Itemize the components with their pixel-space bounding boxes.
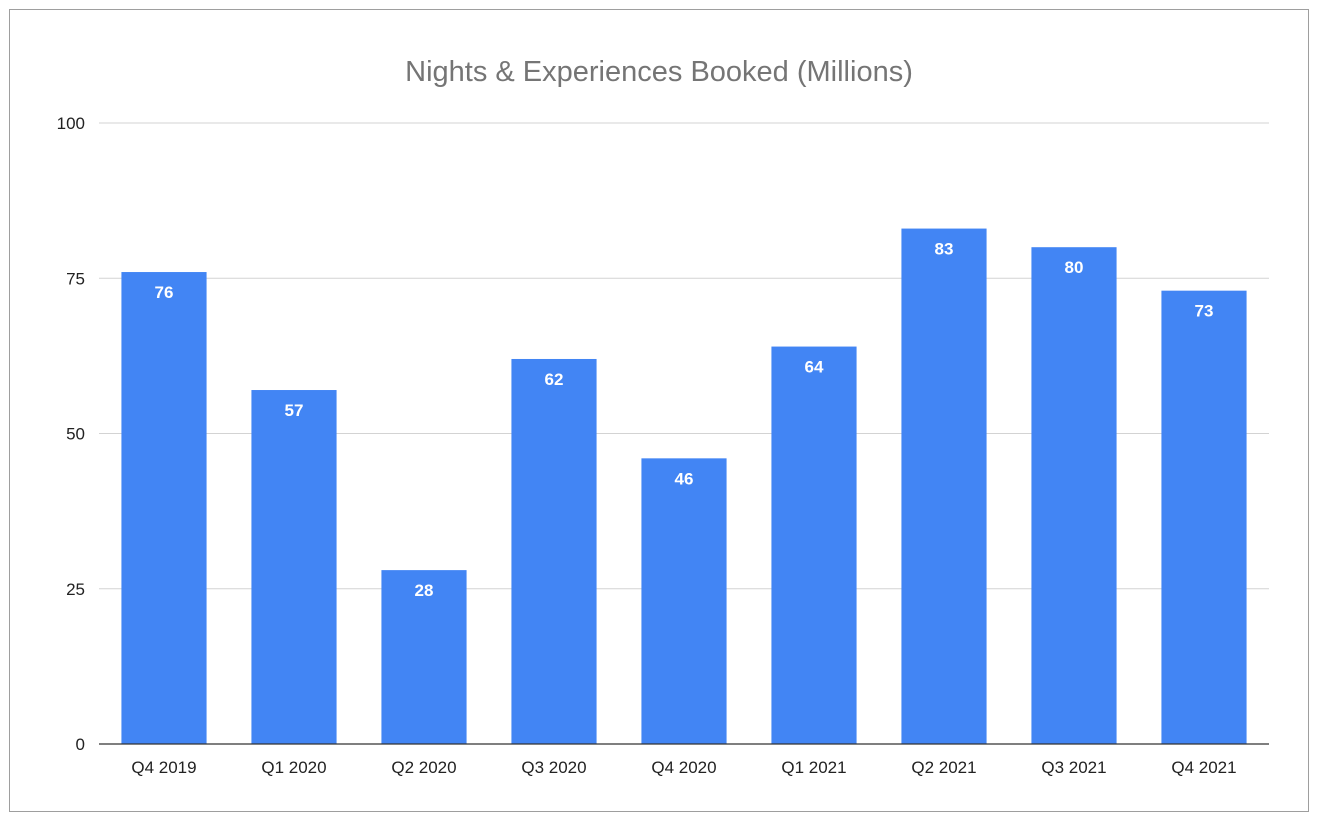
bar-data-label: 28 [415,581,434,600]
y-tick-label: 25 [66,580,85,599]
bar-data-label: 83 [935,240,954,259]
chart-title: Nights & Experiences Booked (Millions) [405,56,913,88]
bar-data-label: 57 [285,401,304,420]
x-axis-tick-labels: Q4 2019 Q1 2020 Q2 2020 Q3 2020 Q4 2020 Q1 20… [131,758,1236,777]
bar-chart: Nights & Experiences Booked (Millions) 0… [57,56,1269,777]
y-tick-label: 75 [66,269,85,288]
bar-data-label: 80 [1065,258,1084,277]
bar [1031,247,1117,744]
bar [1161,290,1247,744]
y-tick-label: 0 [76,735,85,754]
x-tick-label: Q4 2021 [1171,758,1236,777]
bar [381,570,467,744]
bars: 76 57 28 62 46 64 83 80 73 [121,228,1247,744]
bar [511,358,597,744]
bar [121,272,207,744]
bar [901,228,987,744]
x-tick-label: Q1 2020 [261,758,326,777]
x-tick-label: Q4 2020 [651,758,716,777]
bar-data-label: 76 [155,283,174,302]
x-tick-label: Q1 2021 [781,758,846,777]
x-tick-label: Q3 2021 [1041,758,1106,777]
chart-frame: Nights & Experiences Booked (Millions) 0… [9,9,1309,812]
x-tick-label: Q2 2020 [391,758,456,777]
bar [771,346,857,744]
bar-data-label: 62 [545,370,564,389]
bar [641,458,727,744]
y-axis-tick-labels: 0 25 50 75 100 [57,114,85,754]
y-tick-label: 50 [66,425,85,444]
bar [251,390,337,744]
bar-data-label: 46 [675,469,694,488]
x-tick-label: Q2 2021 [911,758,976,777]
x-tick-label: Q4 2019 [131,758,196,777]
y-tick-label: 100 [57,114,85,133]
x-tick-label: Q3 2020 [521,758,586,777]
bar-data-label: 64 [805,358,824,377]
bar-data-label: 73 [1195,302,1214,321]
